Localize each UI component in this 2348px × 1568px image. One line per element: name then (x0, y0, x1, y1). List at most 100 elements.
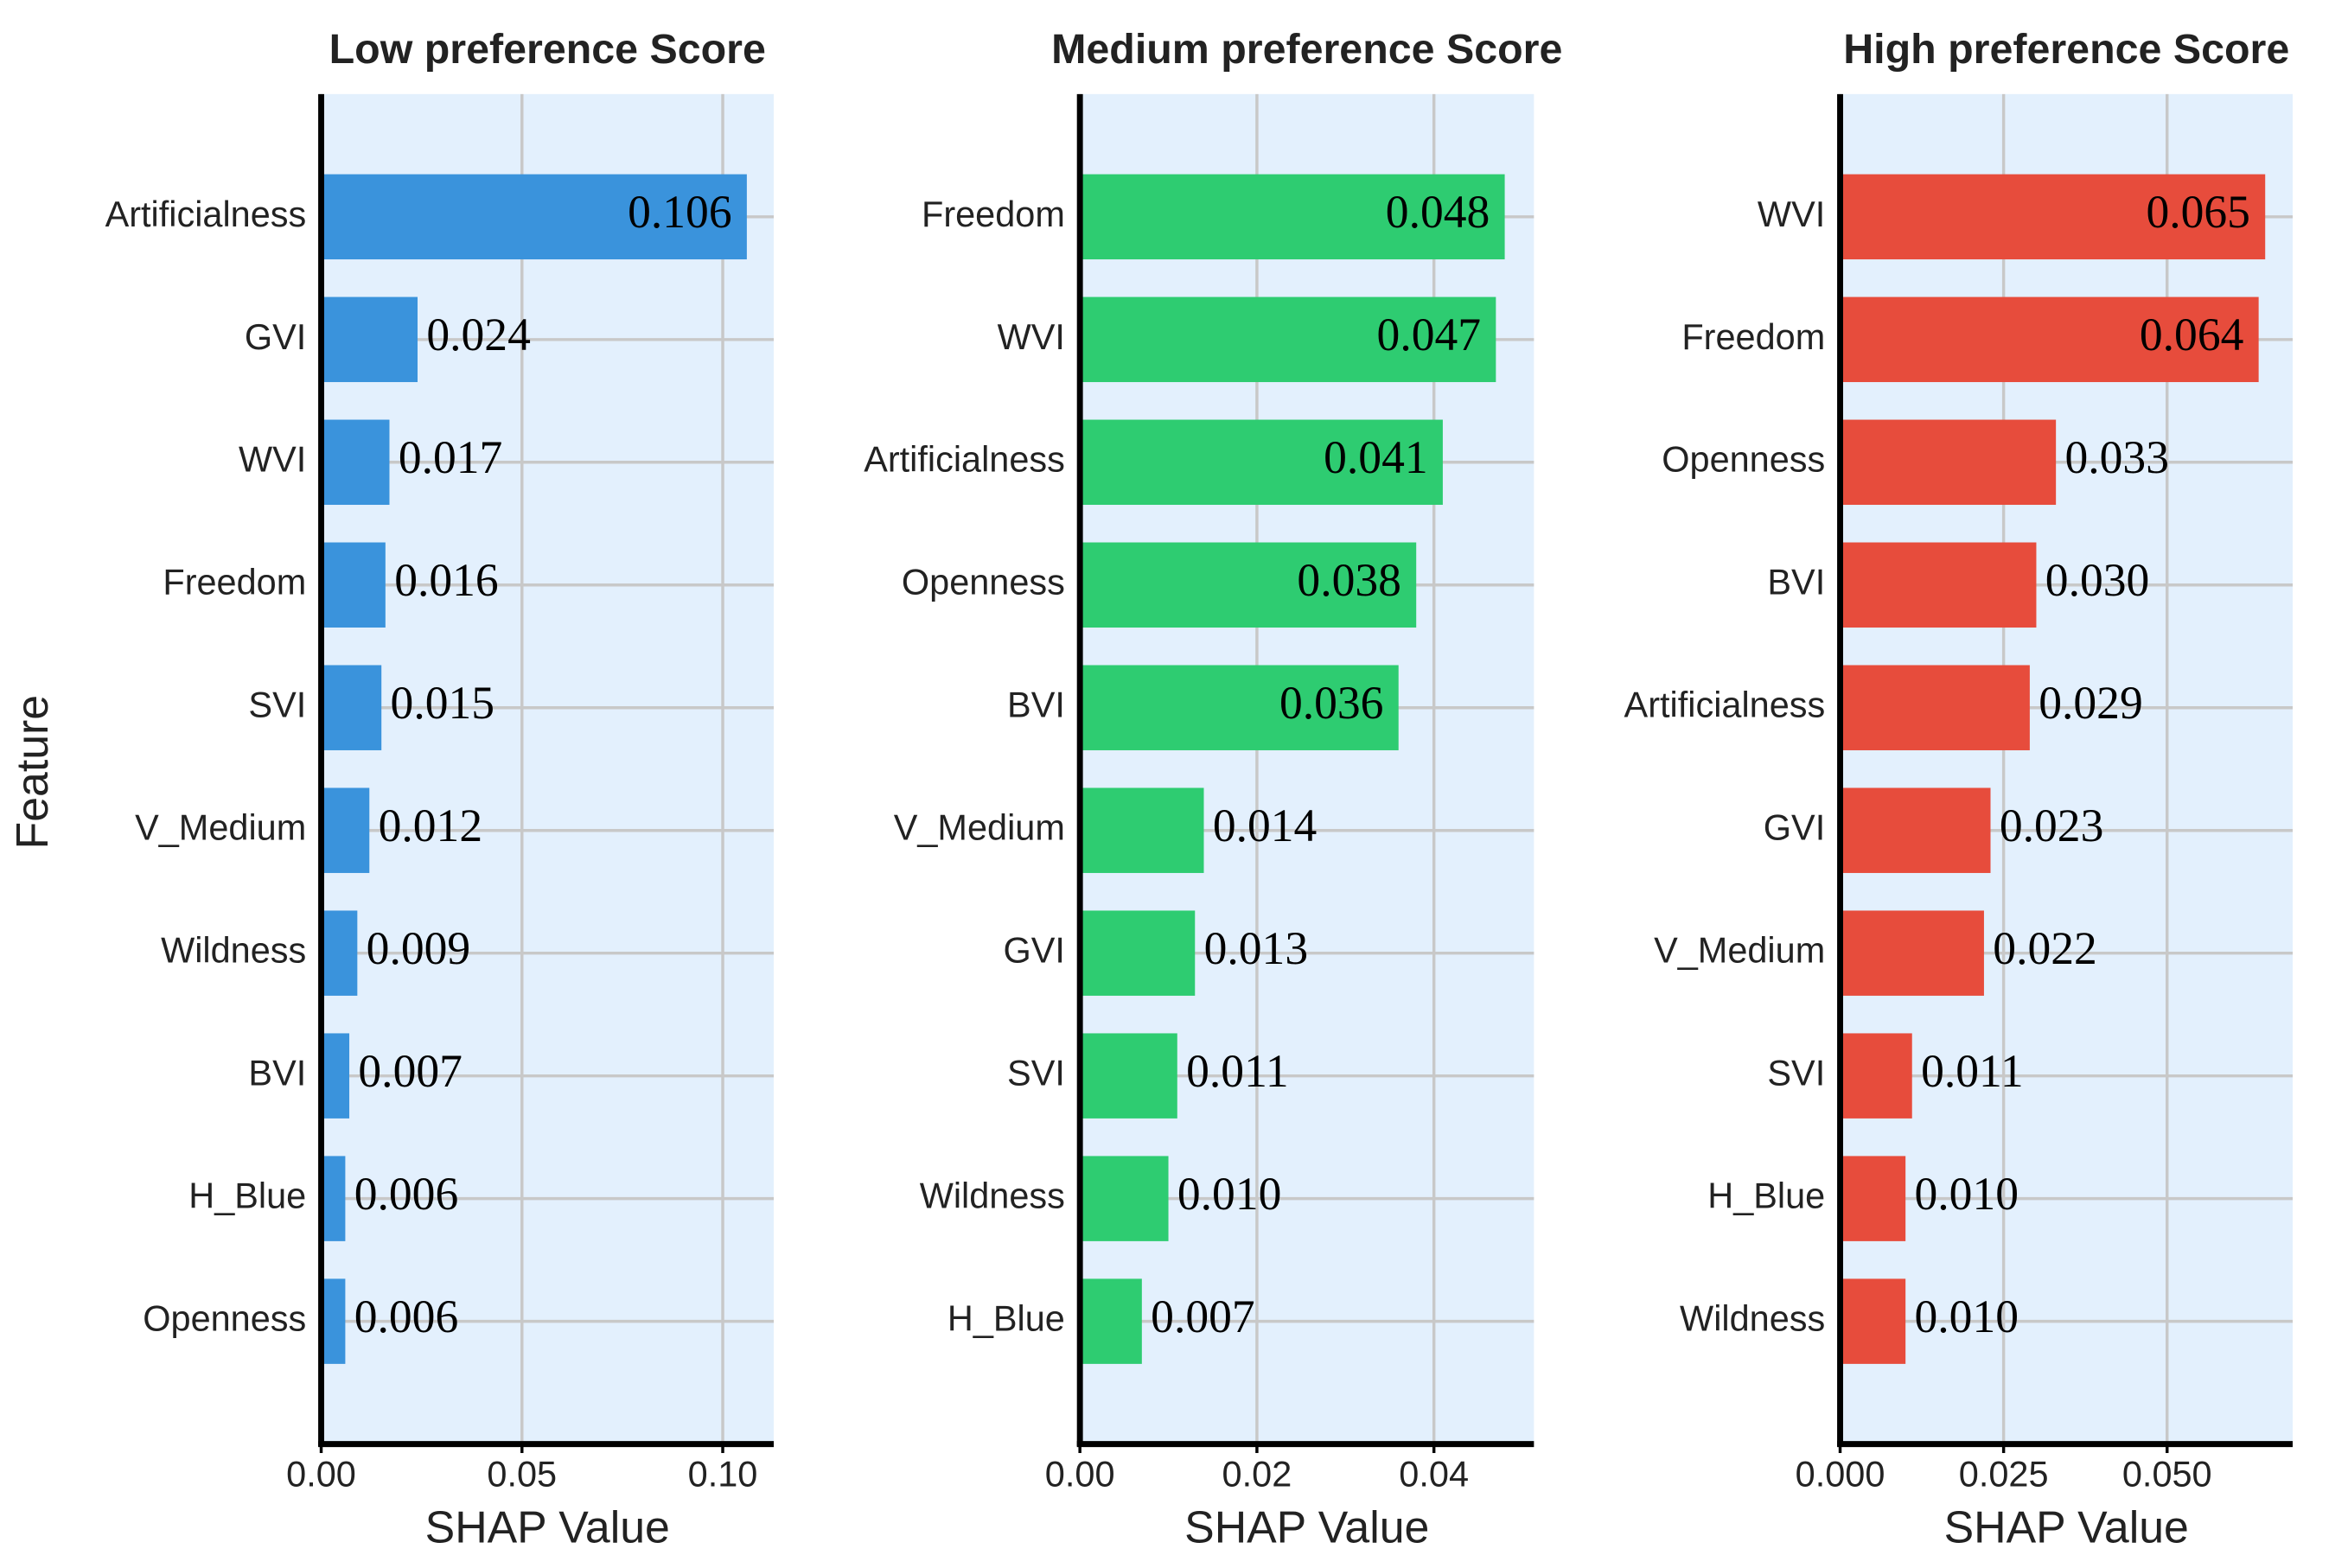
plot-background (1080, 93, 1534, 1444)
y-tick-label: Freedom (1681, 316, 1825, 357)
value-label: 0.013 (1204, 922, 1308, 974)
value-label: 0.015 (391, 677, 494, 729)
value-label: 0.010 (1915, 1168, 2019, 1220)
bar (321, 1156, 346, 1241)
value-label: 0.007 (358, 1045, 462, 1097)
plot-background (1840, 93, 2293, 1444)
y-tick-label: Openness (902, 562, 1065, 602)
bar (321, 665, 382, 750)
bar (1840, 1278, 1906, 1364)
bar (321, 296, 418, 383)
bar (321, 1033, 350, 1119)
value-label: 0.038 (1297, 554, 1401, 606)
x-axis-label: SHAP Value (1184, 1501, 1429, 1552)
bar (321, 419, 390, 506)
bar (1080, 1278, 1142, 1364)
bar (321, 542, 386, 628)
value-label: 0.106 (628, 186, 731, 238)
value-label: 0.010 (1177, 1168, 1281, 1220)
bar (1840, 174, 2266, 260)
plot-background (321, 93, 774, 1444)
value-label: 0.022 (1993, 922, 2096, 974)
bar (321, 174, 747, 260)
y-tick-label: Openness (1662, 439, 1825, 480)
x-tick-label: 0.05 (487, 1454, 557, 1495)
y-tick-label: SVI (1767, 1053, 1825, 1093)
bar (1840, 1033, 1912, 1119)
value-label: 0.023 (2000, 800, 2103, 851)
value-label: 0.065 (2146, 186, 2249, 238)
x-tick-label: 0.00 (286, 1454, 356, 1495)
y-tick-label: H_Blue (1707, 1176, 1825, 1216)
x-axis-label: SHAP Value (1944, 1501, 2189, 1552)
y-tick-label: Freedom (922, 194, 1065, 234)
bar (1840, 542, 2037, 628)
value-label: 0.009 (367, 922, 470, 974)
chart-title: Low preference Score (329, 26, 766, 73)
x-tick-label: 0.000 (1796, 1454, 1885, 1495)
y-tick-label: WVI (1758, 194, 1825, 234)
bar (1840, 665, 2030, 750)
value-label: 0.017 (399, 431, 502, 483)
bar (1840, 910, 1984, 996)
value-label: 0.006 (354, 1291, 458, 1342)
value-label: 0.030 (2045, 554, 2149, 606)
y-tick-label: Wildness (920, 1176, 1065, 1216)
y-tick-label: GVI (245, 316, 306, 357)
value-label: 0.029 (2039, 677, 2142, 729)
y-tick-label: Freedom (163, 562, 306, 602)
value-label: 0.033 (2065, 431, 2169, 483)
value-label: 0.041 (1324, 431, 1427, 483)
bar (1080, 174, 1505, 260)
y-tick-label: BVI (248, 1053, 306, 1093)
y-tick-label: SVI (248, 685, 306, 725)
value-label: 0.011 (1186, 1045, 1289, 1097)
value-label: 0.047 (1377, 309, 1481, 360)
value-label: 0.006 (354, 1168, 458, 1220)
y-tick-label: SVI (1007, 1053, 1065, 1093)
y-tick-label: Wildness (161, 930, 306, 971)
bar (1840, 1156, 1906, 1241)
bar (321, 1278, 346, 1364)
value-label: 0.024 (426, 309, 530, 360)
chart-title: Medium preference Score (1051, 26, 1562, 73)
y-tick-label: V_Medium (894, 807, 1065, 848)
bar (321, 787, 370, 873)
bar (1080, 787, 1204, 873)
bar (1080, 1156, 1169, 1241)
value-label: 0.064 (2140, 309, 2243, 360)
y-tick-label: H_Blue (188, 1176, 306, 1216)
y-tick-label: V_Medium (1654, 930, 1825, 971)
x-tick-label: 0.025 (1959, 1454, 2049, 1495)
value-label: 0.012 (379, 800, 482, 851)
y-tick-label: V_Medium (135, 807, 306, 848)
y-tick-label: WVI (239, 439, 306, 480)
bar (321, 910, 358, 996)
y-tick-label: Openness (143, 1298, 306, 1339)
y-tick-label: Wildness (1680, 1298, 1825, 1339)
value-label: 0.048 (1386, 186, 1490, 238)
value-label: 0.016 (394, 554, 498, 606)
x-tick-label: 0.00 (1045, 1454, 1115, 1495)
x-axis-label: SHAP Value (425, 1501, 670, 1552)
value-label: 0.007 (1151, 1291, 1254, 1342)
y-tick-label: H_Blue (947, 1298, 1065, 1339)
y-tick-label: Artificialness (864, 439, 1065, 480)
bar (1080, 419, 1443, 506)
bar (1080, 542, 1417, 628)
bar (1840, 296, 2259, 383)
value-label: 0.011 (1921, 1045, 2024, 1097)
bar (1080, 1033, 1177, 1119)
value-label: 0.010 (1915, 1291, 2019, 1342)
bar (1080, 665, 1399, 750)
x-tick-label: 0.04 (1399, 1454, 1469, 1495)
bar (1840, 419, 2057, 506)
y-tick-label: GVI (1764, 807, 1825, 848)
chart-title: High preference Score (1843, 26, 2289, 73)
y-tick-label: WVI (998, 316, 1065, 357)
y-axis-label: Feature (7, 695, 57, 850)
value-label: 0.036 (1279, 677, 1383, 729)
bar (1080, 910, 1196, 996)
y-tick-label: BVI (1007, 685, 1065, 725)
